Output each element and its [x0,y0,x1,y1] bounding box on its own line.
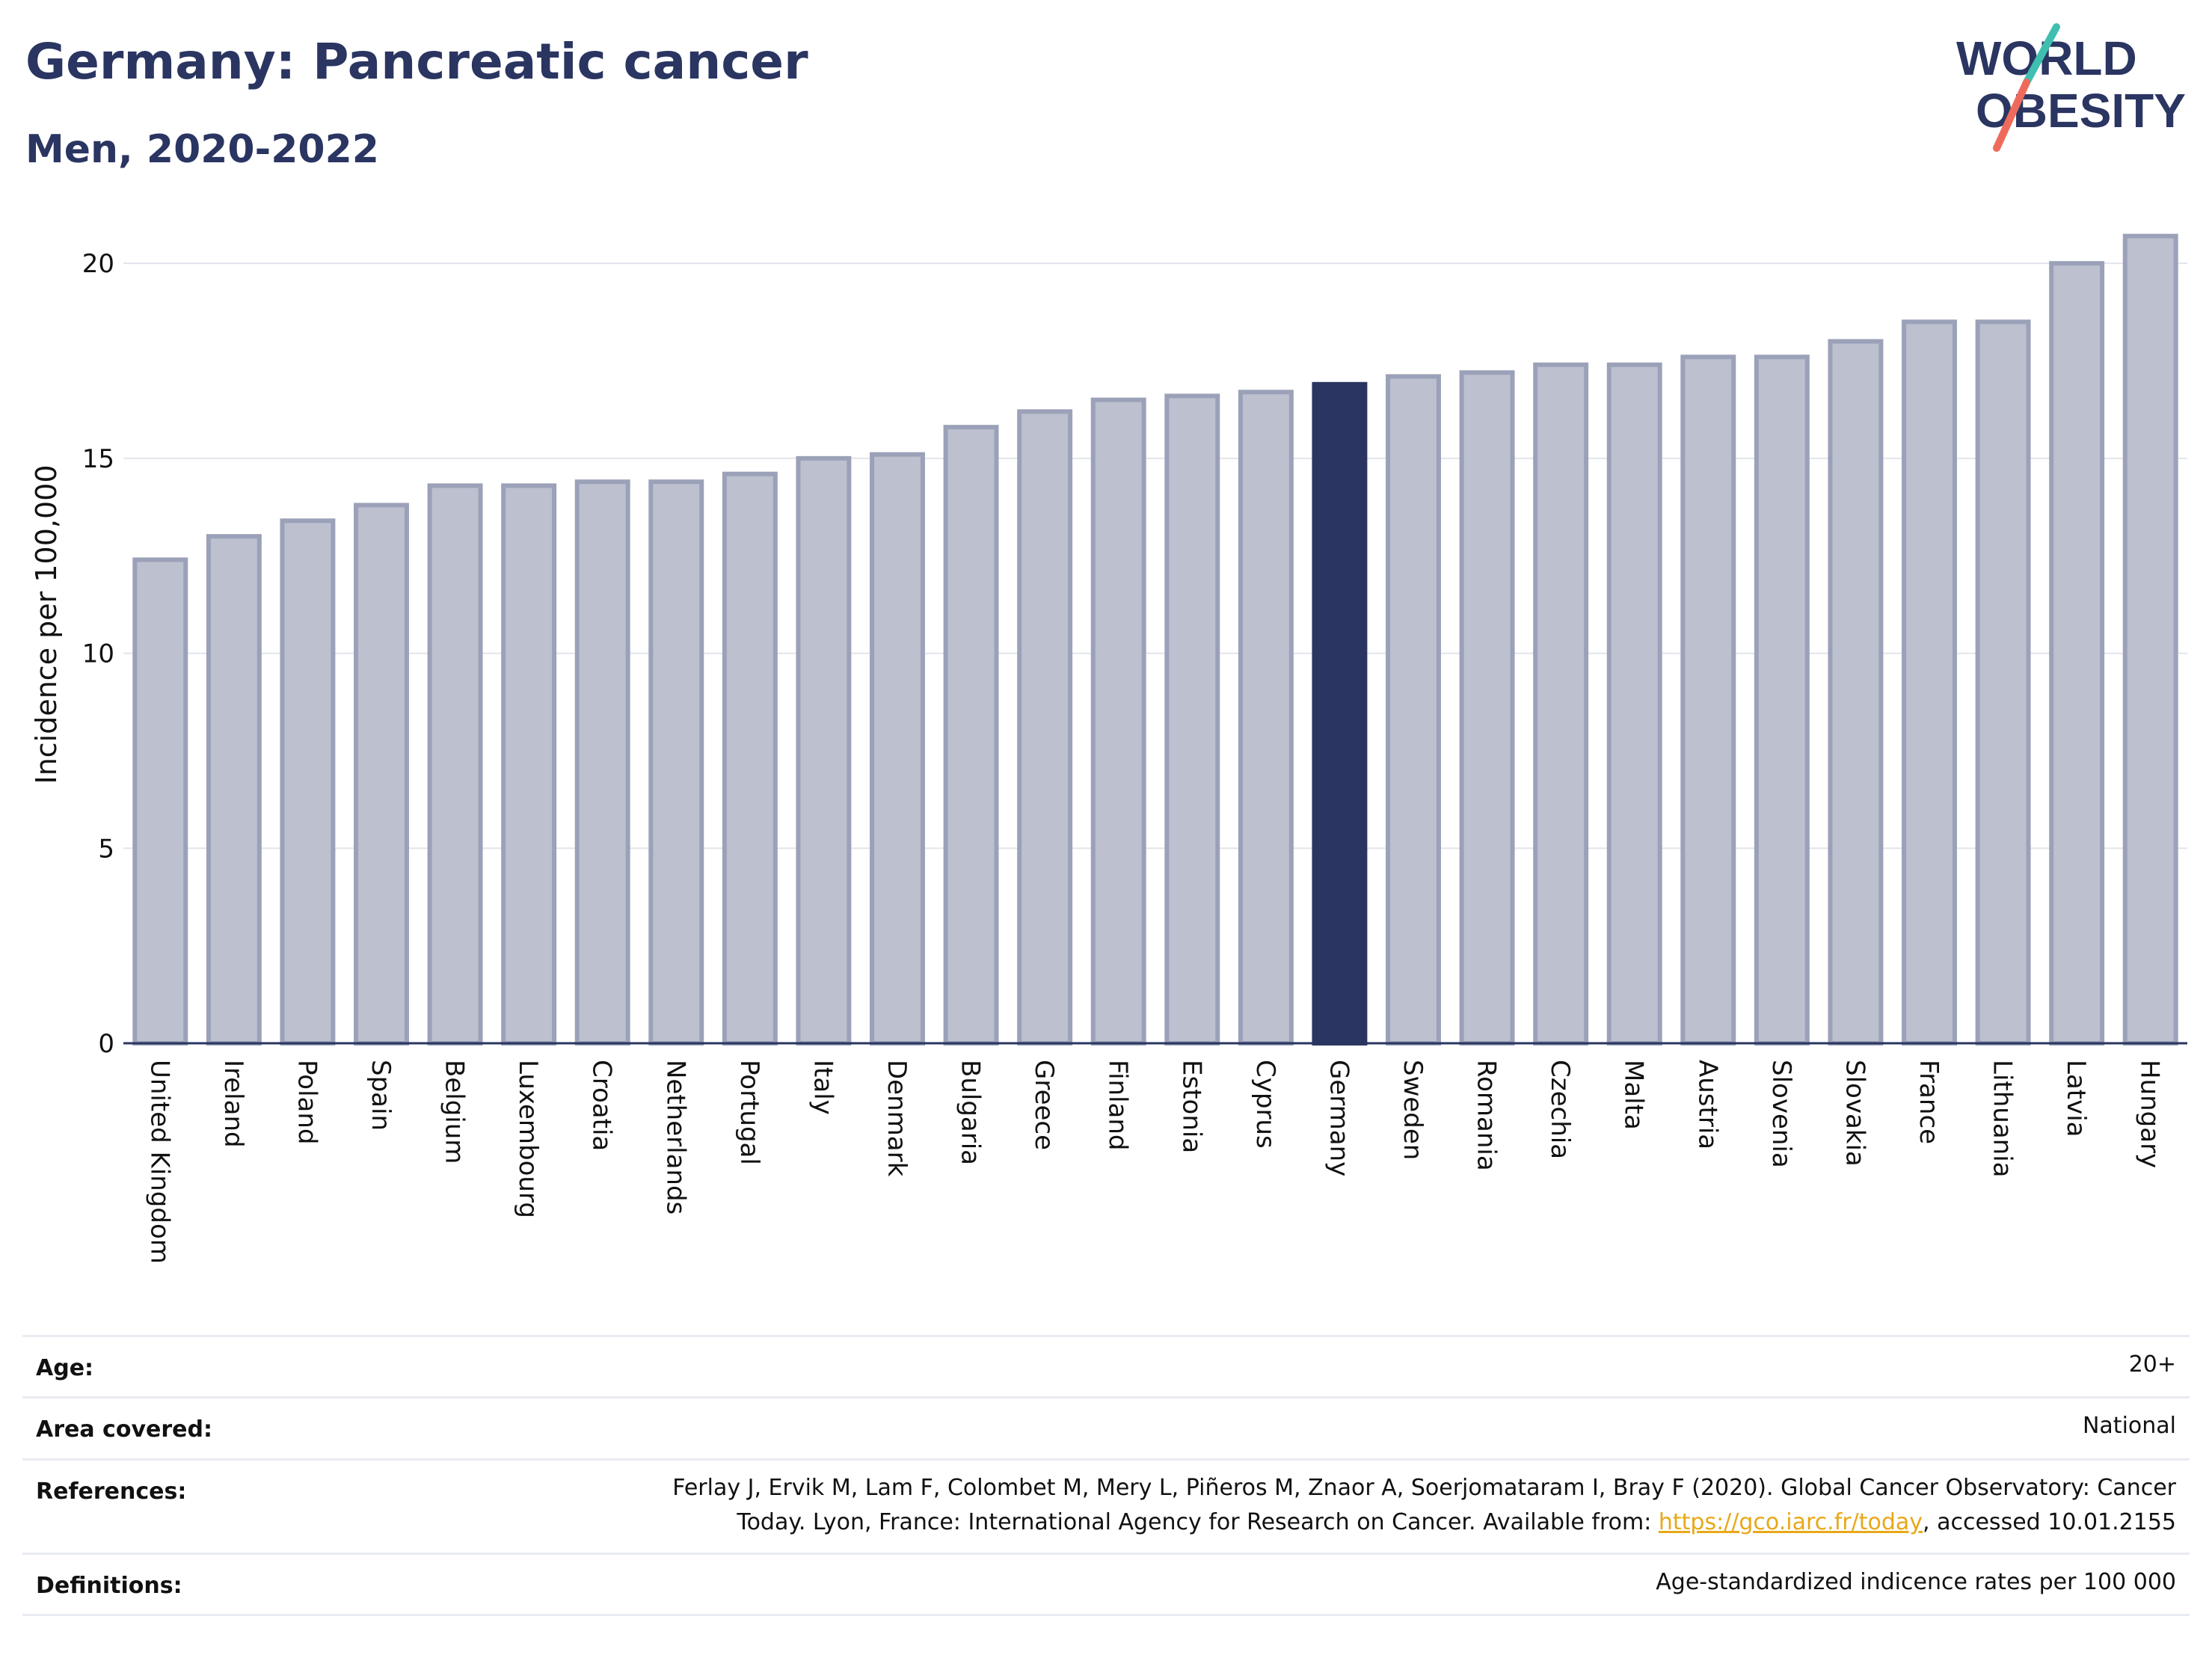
bar-croatia[interactable] [574,479,630,1045]
x-tick-label: Greece [1029,1060,1059,1150]
bar-italy[interactable] [796,455,852,1045]
x-tick-label: Ireland [218,1060,248,1148]
bar-france[interactable] [1902,319,1957,1046]
x-tick-label: France [1914,1060,1944,1144]
meta-row-area: Area covered: National [22,1396,2190,1443]
logo-coral-stroke [1993,79,2030,152]
chart-subtitle: Men, 2020-2022 [25,127,379,172]
meta-value-definitions: Age-standardized indicence rates per 100… [1656,1569,2176,1595]
reference-line-2: Today. Lyon, France: International Agenc… [672,1505,2176,1540]
meta-value-area: National [2082,1413,2176,1439]
x-tick-label: Slovenia [1766,1060,1796,1168]
x-tick-label: Spain [366,1060,396,1131]
bar-denmark[interactable] [870,452,925,1045]
reference-line-1: Ferlay J, Ervik M, Lam F, Colombet M, Me… [672,1475,2176,1501]
meta-value-age: 20+ [2128,1351,2176,1378]
meta-value-references: Ferlay J, Ervik M, Lam F, Colombet M, Me… [672,1471,2176,1540]
x-tick-label: Portugal [734,1060,764,1165]
x-tick-label: Romania [1472,1060,1502,1171]
bar-greece[interactable] [1017,409,1073,1045]
x-tick-label: Germany [1324,1060,1354,1176]
x-tick-label: Cyprus [1250,1060,1280,1149]
y-tick-label: 15 [82,444,114,474]
bar-romania[interactable] [1459,370,1515,1045]
bar-chart: 0 5 10 15 20 United Kingdom Ireland Poland Spain… [30,233,2187,1264]
bar-estonia[interactable] [1164,393,1220,1045]
x-tick-label: Estonia [1176,1060,1206,1153]
meta-label-references: References: [36,1479,187,1505]
bar-netherlands[interactable] [648,479,704,1045]
x-tick-label: United Kingdom [144,1060,174,1264]
x-tick-label: Luxembourg [513,1060,543,1218]
bar-latvia[interactable] [2049,261,2105,1046]
x-tick-label: Austria [1692,1060,1722,1149]
x-tick-label: Malta [1619,1060,1649,1130]
chart-title: Germany: Pancreatic cancer [25,33,808,90]
x-tick-label: Netherlands [660,1060,690,1215]
bar-lithuania[interactable] [1975,319,2031,1046]
meta-label-definitions: Definitions: [36,1573,182,1599]
y-axis-label: Incidence per 100,000 [30,464,63,784]
y-tick-label: 5 [98,834,114,864]
meta-label-area: Area covered: [36,1416,212,1443]
axes: 0 5 10 15 20 United Kingdom Ireland Poland Spain… [82,249,2187,1264]
x-tick-label: Hungary [2135,1060,2165,1168]
y-tick-label: 20 [82,249,114,279]
bar-cyprus[interactable] [1238,390,1294,1045]
bar-slovakia[interactable] [1828,339,1884,1045]
x-tick-label: Slovakia [1840,1060,1870,1167]
bar-czechia[interactable] [1533,362,1589,1045]
bar-ireland[interactable] [206,534,262,1045]
reference-line-2-pre: Today. Lyon, France: International Agenc… [737,1509,1659,1535]
x-tick-label: Lithuania [1988,1060,2018,1177]
meta-row-age: Age: 20+ [22,1335,2190,1381]
x-tick-label: Belgium [440,1060,470,1164]
bar-portugal[interactable] [722,471,778,1045]
bar-malta[interactable] [1606,362,1662,1045]
bars [132,233,2178,1046]
bar-bulgaria[interactable] [943,425,999,1045]
y-tick-label: 10 [82,639,114,669]
x-tick-label: Italy [808,1060,838,1115]
meta-row-definitions: Definitions: Age-standardized indicence … [22,1553,2190,1599]
bar-sweden[interactable] [1386,374,1441,1046]
meta-table-bottom-border [22,1614,2190,1616]
bar-slovenia[interactable] [1754,354,1810,1045]
logo-teal-stroke [2023,23,2060,86]
bar-luxembourg[interactable] [501,483,557,1045]
bar-belgium[interactable] [427,483,483,1045]
x-tick-label: Finland [1103,1060,1133,1151]
x-tick-label: Denmark [882,1060,912,1177]
bar-spain[interactable] [354,503,409,1045]
meta-row-references: References: Ferlay J, Ervik M, Lam F, Co… [22,1458,2190,1535]
meta-label-age: Age: [36,1355,94,1381]
bar-finland[interactable] [1090,397,1146,1045]
x-tick-label: Czechia [1545,1060,1575,1159]
x-tick-label: Latvia [2061,1060,2091,1137]
bar-hungary[interactable] [2122,233,2178,1046]
bar-austria[interactable] [1680,354,1736,1045]
x-tick-label: Poland [292,1060,322,1145]
world-obesity-logo: WORLD OBESITY [1956,23,2186,152]
bar-germany[interactable] [1312,381,1368,1045]
x-tick-label: Sweden [1398,1060,1428,1160]
reference-link[interactable]: https://gco.iarc.fr/today [1658,1509,1923,1535]
bar-united-kingdom[interactable] [132,557,188,1045]
bar-poland[interactable] [280,518,336,1045]
y-tick-label: 0 [98,1029,114,1059]
reference-line-2-post: , accessed 10.01.2155 [1923,1509,2176,1535]
x-tick-label: Bulgaria [956,1060,986,1165]
x-tick-label: Croatia [587,1060,617,1151]
